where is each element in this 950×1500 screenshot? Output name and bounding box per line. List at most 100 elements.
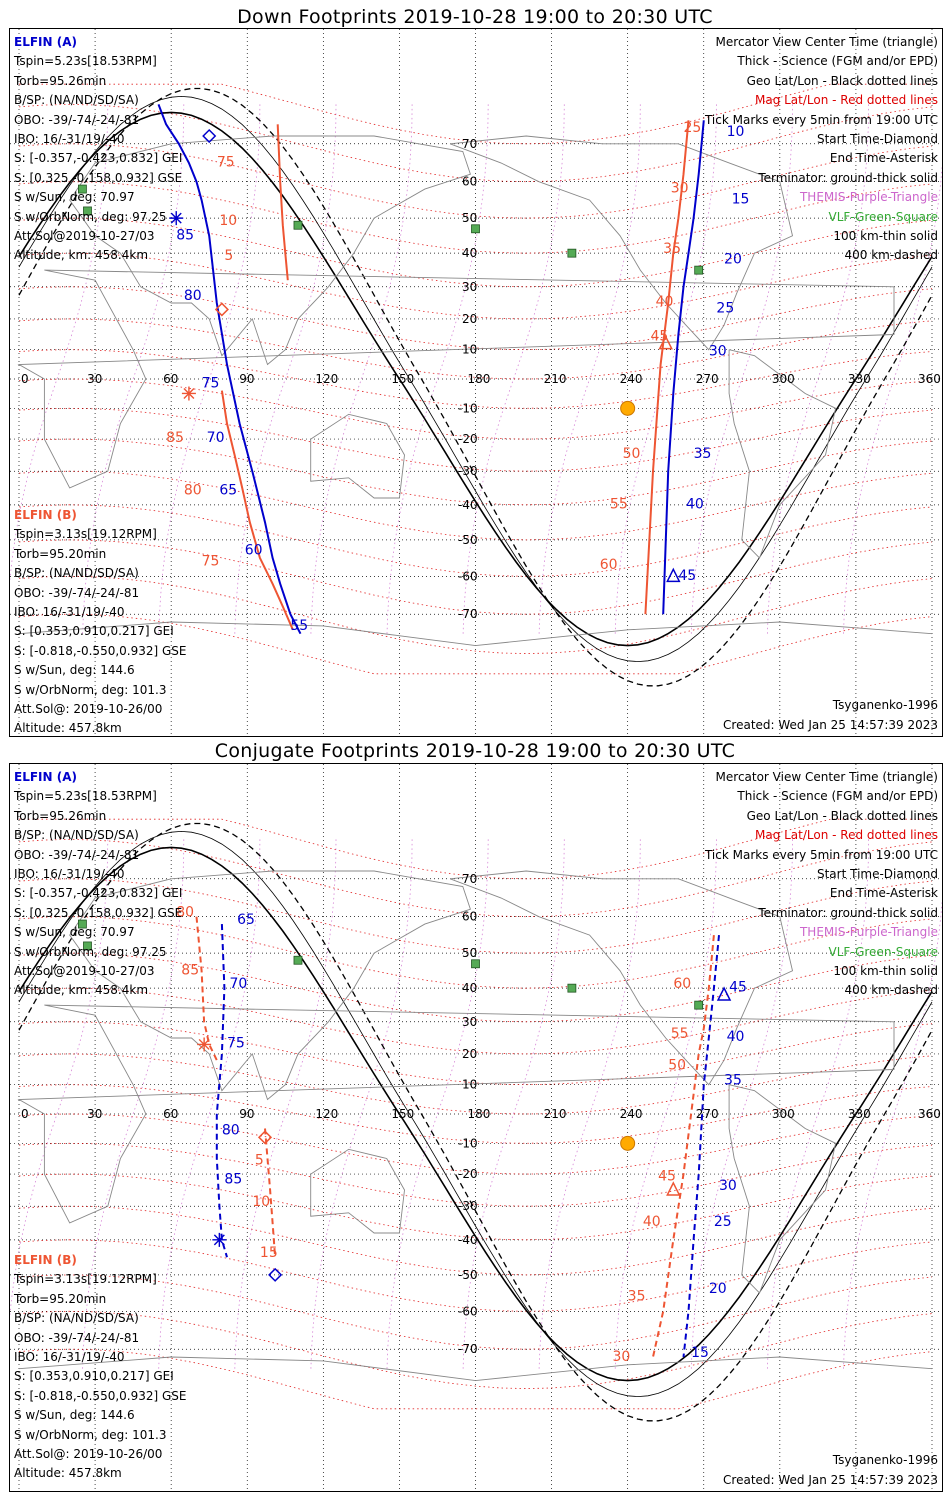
top-b-line: S: [0.353,0.910,0.217] GEI (14, 624, 174, 639)
legend-item: 100 km-thin solid (833, 228, 938, 243)
elfin-a-tick-label: 40 (727, 1029, 745, 1045)
center-triangle-icon (658, 334, 673, 350)
elfin-a-tick-label: 15 (691, 1345, 709, 1361)
legend-item: Mag Lat/Lon - Red dotted lines (754, 93, 938, 108)
lat-tick-label: -20 (458, 432, 478, 446)
elfin-b-tick-label: 55 (671, 1026, 689, 1042)
lon-tick-label: 150 (391, 372, 414, 386)
bottom-a-line: S w/Sun, deg: 70.97 (14, 925, 135, 940)
center-triangle-icon (716, 986, 732, 1001)
legend-item: Mercator View Center Time (triangle) (715, 35, 938, 49)
top-a-line: B/SP: (NA/ND/SD/SA) (14, 93, 139, 108)
lon-tick-label: 30 (87, 1107, 102, 1121)
start-diamond-icon (257, 1130, 273, 1145)
legend-item: Geo Lat/Lon - Black dotted lines (746, 808, 938, 823)
bottom-b-line: Att.Sol@: 2019-10-26/00 (14, 1446, 163, 1461)
mag-parallel (18, 1274, 933, 1350)
terminator-400km (18, 87, 933, 687)
legend-item: VLF-Green-Square (828, 944, 938, 959)
vlf-square-icon (567, 248, 577, 258)
elfin-a-tick-label: 45 (729, 980, 747, 996)
bottom-b-line: B/SP: (NA/ND/SD/SA) (14, 1311, 139, 1326)
top-title: Down Footprints 2019-10-28 19:00 to 20:3… (237, 6, 713, 28)
elfin-a-tick-label: 75 (202, 376, 220, 392)
elfin-a-tick-label: 25 (716, 301, 734, 317)
top-b-line: IBO: 16/-31/19/-40 (14, 604, 125, 619)
mag-parallel (18, 838, 933, 918)
vlf-square-icon (78, 184, 87, 194)
lat-tick-label: -60 (458, 569, 478, 583)
top-b-line: S w/Sun, deg: 144.6 (14, 663, 135, 678)
top-a-line: S: [-0.357,-0.423,0.832] GEI (14, 151, 183, 166)
top-map: 0 30 60 90 120 150 180 210 240 270 300 330 360 70 60 50… (10, 29, 942, 736)
bottom-b-line: S w/Sun, deg: 144.6 (14, 1408, 135, 1423)
top-b-line: Torb=95.20min (14, 546, 107, 561)
mag-parallel (18, 575, 933, 655)
bottom-b-line: S: [0.353,0.910,0.217] GEI (14, 1369, 174, 1384)
coastline (310, 1148, 405, 1234)
mag-meridian (310, 104, 413, 634)
bottom-a-line: Torb=95.26min (14, 808, 107, 823)
mag-meridian (310, 839, 413, 1369)
lon-tick-label: 270 (696, 372, 719, 386)
mag-parallel (18, 103, 933, 183)
elfin-a-track (215, 924, 228, 1258)
bottom-b-line: S: [-0.818,-0.550,0.932] GSE (14, 1388, 187, 1403)
top-b-line: OBO: -39/-74/-24/-81 (14, 585, 140, 600)
top-panel: 0 30 60 90 120 150 180 210 240 270 300 330 360 70 60 50… (9, 28, 943, 737)
mag-parallel (18, 878, 933, 954)
coastline (69, 870, 471, 1101)
coastline (728, 1084, 837, 1294)
elfin-b-track (276, 124, 289, 281)
coastline (310, 413, 405, 499)
lat-tick-label: 10 (462, 343, 477, 357)
bottom-b-line: OBO: -39/-74/-24/-81 (14, 1330, 140, 1345)
lat-tick-label: 40 (462, 246, 477, 260)
bottom-b-line: S w/OrbNorm, deg: 101.3 (14, 1427, 167, 1442)
elfin-a-tick-label: 60 (245, 542, 263, 558)
end-asterisk-icon (169, 211, 184, 226)
elfin-a-tick-label: 20 (724, 251, 742, 267)
bottom-elfin-a-info: ELFIN (A) Tspin=5.23s[18.53RPM] Torb=95.… (14, 768, 182, 1001)
elfin-a-tick-label: 55 (290, 618, 308, 634)
lon-tick-label: 90 (239, 372, 254, 386)
top-a-line: S w/OrbNorm, deg: 97.25 (14, 209, 167, 224)
lat-tick-label: -30 (458, 1199, 478, 1213)
elfin-a-tick-label: 75 (227, 1036, 245, 1052)
elfin-b-tick-label: 35 (663, 241, 681, 257)
lat-tick-label: 30 (462, 280, 477, 294)
lat-tick-label: 50 (462, 211, 477, 225)
terminator-ground (18, 111, 933, 647)
terminator-ground (18, 846, 933, 1382)
start-diamond-icon (268, 1267, 283, 1282)
elfin-a-tick-label: 80 (184, 288, 202, 304)
elfin-b-tick-label: 35 (628, 1288, 646, 1304)
lon-tick-label: 300 (772, 372, 795, 386)
top-elfin-a-info: ELFIN (A) Tspin=5.23s[18.53RPM] Torb=95.… (14, 33, 182, 266)
lat-tick-label: -40 (458, 498, 478, 512)
elfin-b-track (264, 1128, 277, 1258)
lat-tick-label: 60 (462, 175, 477, 189)
elfin-b-tick-label: 75 (217, 155, 235, 171)
lat-tick-label: -20 (458, 1167, 478, 1181)
end-asterisk-icon (181, 386, 196, 401)
lon-tick-label: 120 (315, 1107, 338, 1121)
coastline (18, 1356, 933, 1382)
elfin-b-tick-label: 80 (176, 905, 194, 921)
elfin-b-tick-label: 25 (683, 120, 701, 136)
coastline (449, 135, 794, 351)
elfin-b-tick-label: 75 (202, 553, 220, 569)
bottom-a-line: S w/OrbNorm, deg: 97.25 (14, 944, 167, 959)
legend-item: Terminator: ground-thick solid (758, 905, 938, 920)
lat-tick-label: 20 (462, 312, 477, 326)
legend-item: Start Time-Diamond (816, 131, 938, 146)
terminator-100km (18, 95, 933, 663)
top-elfin-a-name: ELFIN (A) (14, 35, 77, 49)
elfin-a-tick-label: 30 (709, 344, 727, 360)
mag-parallel (18, 143, 933, 219)
bottom-elfin-b-info: ELFIN (B) Tspin=3.13s[19.12RPM] Torb=95.… (14, 1251, 187, 1484)
vlf-square-icon (293, 955, 303, 965)
lat-tick-label: -70 (458, 607, 478, 621)
lon-tick-label: 210 (544, 372, 567, 386)
lon-tick-label: 210 (544, 1107, 567, 1121)
